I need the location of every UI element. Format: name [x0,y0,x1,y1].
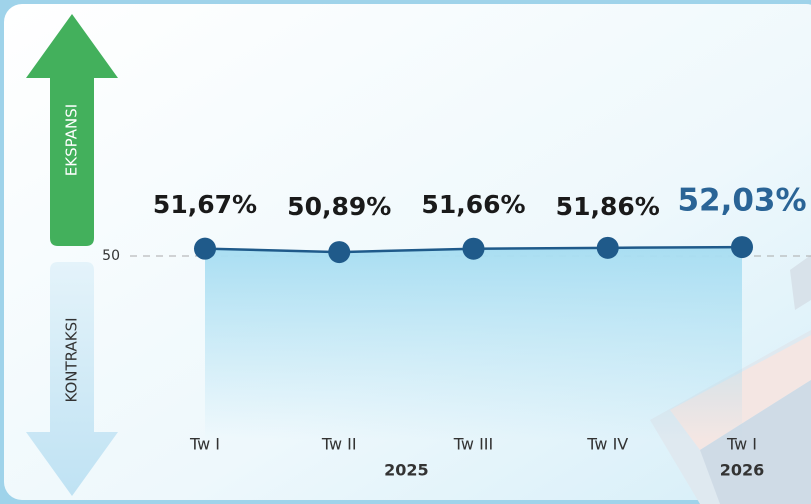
value-label: 50,89% [287,192,391,221]
y-tick-label: 50 [102,248,120,264]
area [205,247,742,440]
x-tick-label: Tw I [189,435,220,454]
x-tick-label: Tw I [726,435,757,454]
point [463,238,485,260]
point [597,237,619,259]
x-tick-label: Tw IV [586,435,628,454]
value-label: 51,67% [153,190,257,219]
value-label: 52,03% [677,183,806,219]
point [731,236,753,258]
down-label: KONTRAKSI [63,317,81,402]
x-tick-label: Tw II [321,435,357,454]
value-label: 51,66% [421,190,525,219]
chart: EKSPANSI KONTRAKSI 50 51,67% Tw I 50,89% Tw … [0,0,811,504]
year-label: 2025 [384,461,429,480]
point [194,238,216,260]
point [328,241,350,263]
value-label: 51,86% [556,192,660,221]
page: {"chart_data": { "type": "line", "catego… [0,0,811,504]
year-label: 2026 [720,461,765,480]
up-label: EKSPANSI [63,104,81,176]
x-tick-label: Tw III [453,435,493,454]
